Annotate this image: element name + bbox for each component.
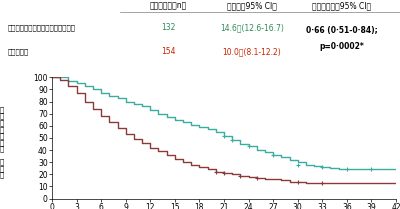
Text: イベント数（n）: イベント数（n） <box>149 1 187 10</box>
Text: 154: 154 <box>161 47 175 56</box>
Text: 10.0月(8.1-12.2): 10.0月(8.1-12.2) <box>223 47 281 56</box>
Text: レンバチニブ＋ペムブロリズマブ群: レンバチニブ＋ペムブロリズマブ群 <box>8 24 76 31</box>
Text: 132: 132 <box>161 23 175 32</box>
Text: 中央値（95% CI）: 中央値（95% CI） <box>227 1 277 10</box>
Text: ハザード比（95% CI）: ハザード比（95% CI） <box>312 1 372 10</box>
Text: p=0·0002*: p=0·0002* <box>320 42 364 51</box>
Text: 14.6月(12.6-16.7): 14.6月(12.6-16.7) <box>220 23 284 32</box>
Text: プラセボ群: プラセボ群 <box>8 48 29 55</box>
Text: 無
増
悪
生
存
期
間

（
％
）: 無 増 悪 生 存 期 間 （ ％ ） <box>0 106 4 178</box>
Text: 0·66 (0·51-0·84);: 0·66 (0·51-0·84); <box>306 26 378 35</box>
